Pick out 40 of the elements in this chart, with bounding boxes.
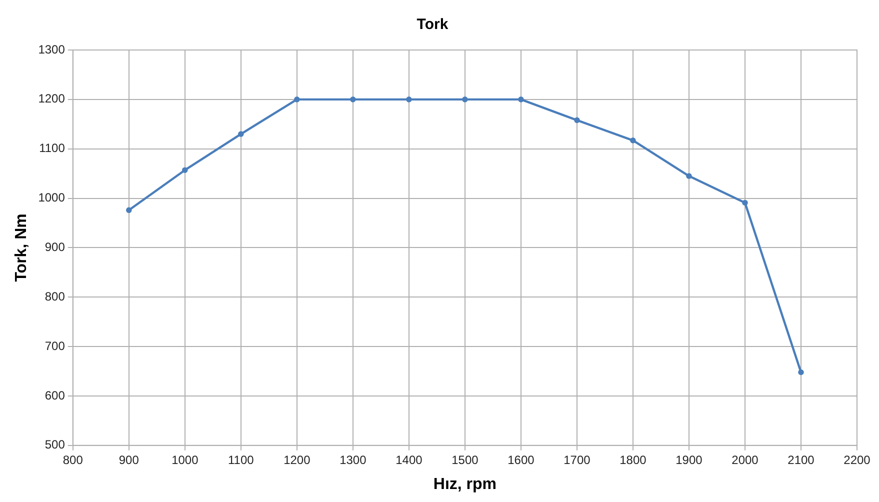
point bbox=[126, 207, 132, 214]
point bbox=[182, 167, 188, 174]
y-tick-label: 1100 bbox=[39, 141, 66, 156]
point bbox=[742, 200, 748, 206]
point bbox=[574, 117, 580, 124]
point bbox=[686, 173, 692, 179]
x-tick-label: 2100 bbox=[788, 452, 815, 467]
point bbox=[350, 96, 356, 102]
x-tick-label: 1100 bbox=[228, 452, 254, 467]
x-tick-label: 900 bbox=[118, 452, 140, 467]
x-tick-label: 1600 bbox=[508, 452, 535, 467]
y-axis-title: Tork, Nm bbox=[13, 214, 30, 282]
y-tick-label: 1000 bbox=[38, 190, 66, 205]
point bbox=[518, 96, 524, 102]
point bbox=[630, 138, 636, 144]
x-tick-label: 1300 bbox=[340, 452, 367, 467]
x-tick-label: 1000 bbox=[172, 452, 199, 467]
y-tick-label: 800 bbox=[44, 289, 66, 304]
y-tick-label: 600 bbox=[44, 388, 66, 402]
point bbox=[238, 131, 244, 137]
y-tick-label: 900 bbox=[44, 240, 66, 254]
y-tick-label: 500 bbox=[44, 438, 66, 452]
point bbox=[406, 96, 412, 102]
x-tick-label: 2200 bbox=[844, 452, 871, 467]
point bbox=[798, 369, 804, 376]
chart-title: Tork bbox=[416, 16, 449, 34]
x-tick-label: 2000 bbox=[732, 452, 759, 467]
x-tick-label: 800 bbox=[62, 452, 84, 467]
x-tick-label: 1700 bbox=[564, 452, 591, 467]
x-tick-label: 1200 bbox=[284, 452, 311, 467]
x-tick-label: 1500 bbox=[452, 452, 479, 467]
y-tick-label: 1200 bbox=[38, 92, 66, 106]
x-axis-title: Hız, rpm bbox=[433, 476, 497, 493]
x-tick-label: 1400 bbox=[396, 452, 423, 467]
point bbox=[294, 96, 300, 102]
x-tick-label: 1800 bbox=[620, 452, 647, 467]
y-tick-label: 700 bbox=[44, 338, 66, 353]
y-tick-label: 1300 bbox=[38, 42, 66, 56]
point bbox=[462, 96, 468, 102]
x-tick-label: 1900 bbox=[676, 452, 703, 467]
